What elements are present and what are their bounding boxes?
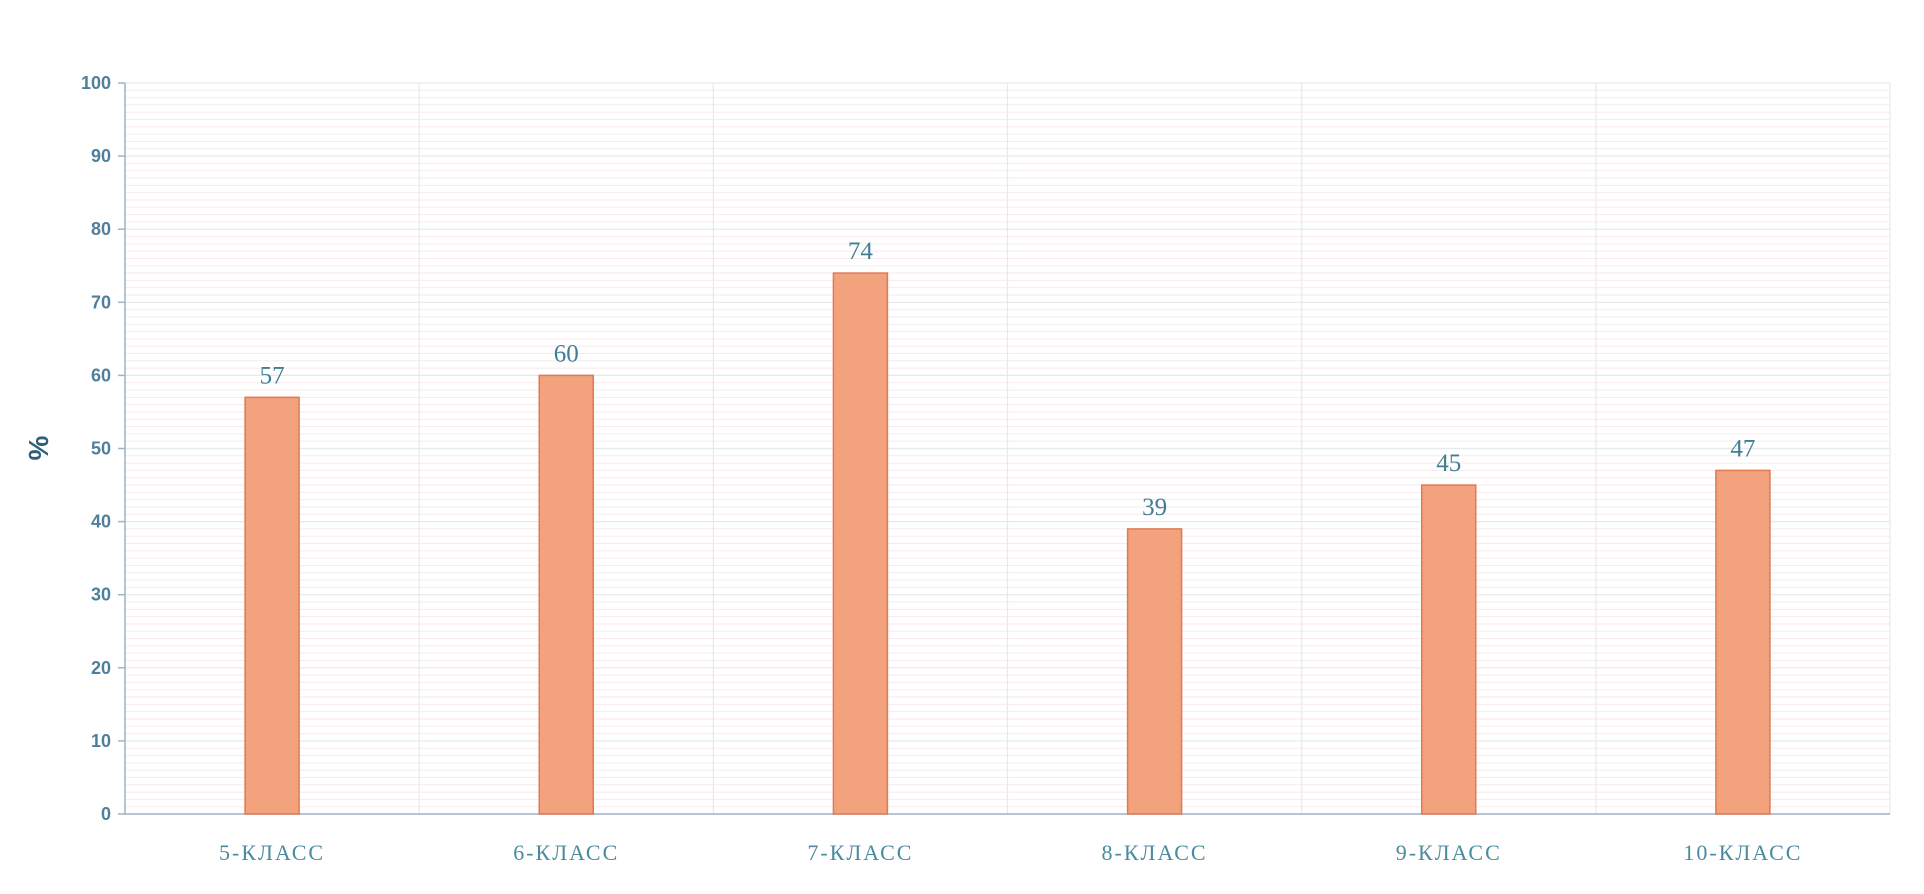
- axes: [118, 82, 1890, 815]
- x-tick-label: 10-КЛАСС: [1683, 840, 1802, 865]
- x-tick-label: 7-КЛАСС: [807, 840, 913, 865]
- y-tick-label: 10: [91, 731, 111, 751]
- bar: [244, 396, 300, 815]
- y-tick-label: 100: [81, 73, 111, 93]
- data-label: 57: [260, 362, 285, 389]
- y-tick-label: 80: [91, 219, 111, 239]
- bar: [1421, 484, 1477, 815]
- data-label: 60: [554, 340, 579, 367]
- x-tick-label: 8-КЛАСС: [1102, 840, 1208, 865]
- y-tick-label: 20: [91, 658, 111, 678]
- y-tick-label: 90: [91, 146, 111, 166]
- bar: [538, 374, 594, 815]
- grid: [124, 82, 1891, 814]
- y-tick-label: 60: [91, 365, 111, 385]
- data-label: 74: [848, 238, 874, 265]
- bar: [1715, 469, 1771, 815]
- x-tick-label: 6-КЛАСС: [513, 840, 619, 865]
- data-label: 39: [1142, 494, 1167, 521]
- data-label: 47: [1730, 435, 1755, 462]
- y-tick-label: 50: [91, 439, 111, 459]
- y-tick-label: 0: [101, 804, 111, 824]
- x-tick-label: 5-КЛАСС: [219, 840, 325, 865]
- y-axis-label: %: [23, 435, 54, 460]
- y-tick-label: 70: [91, 292, 111, 312]
- data-label: 45: [1436, 450, 1461, 477]
- x-tick-label: 9-КЛАСС: [1396, 840, 1502, 865]
- y-tick-label: 40: [91, 512, 111, 532]
- bar: [1126, 528, 1183, 815]
- labels: 0 10 20 30 40 50 60 70 80 90 100 57 5-КЛАСС 60 6-КЛАСС…: [81, 73, 1802, 865]
- bars: [244, 272, 1771, 815]
- bar: [832, 272, 889, 815]
- y-tick-label: 30: [91, 585, 111, 605]
